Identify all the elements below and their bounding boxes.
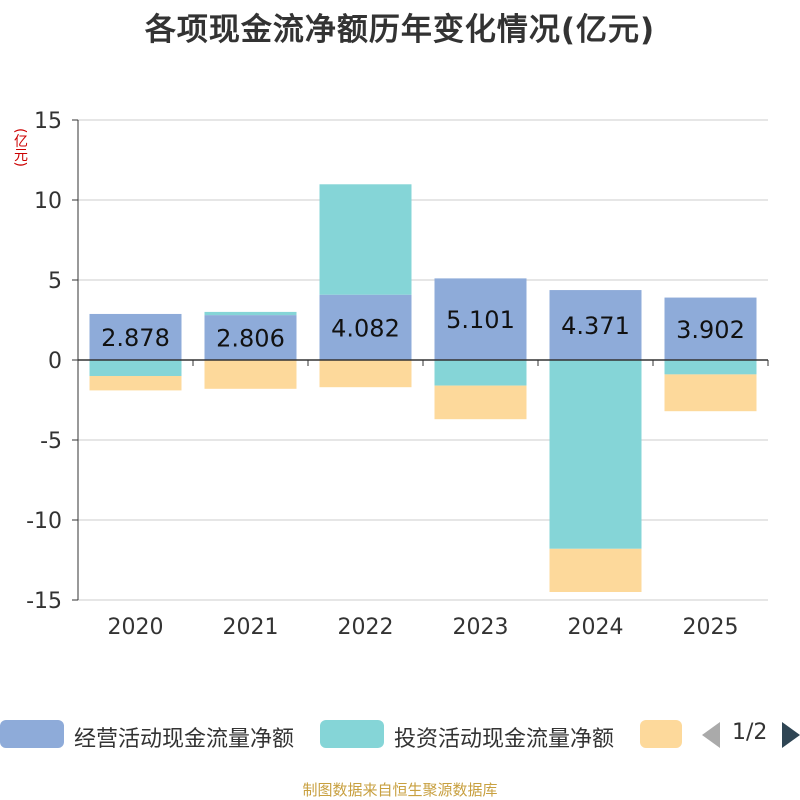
bar-financing-2020 (90, 376, 182, 390)
legend-prev-page-icon[interactable] (702, 722, 720, 748)
y-tick-label: -10 (26, 509, 62, 534)
data-label-operating-2024: 4.371 (561, 312, 630, 340)
y-tick-label: 10 (34, 189, 62, 214)
axes (72, 120, 768, 600)
bar-investing-2023 (435, 360, 527, 386)
data-label-operating-2021: 2.806 (216, 325, 285, 353)
legend-page-indicator: 1/2 (732, 720, 767, 745)
legend: 经营活动现金流量净额 投资活动现金流量净额 1/2 (0, 712, 800, 756)
data-label-operating-2023: 5.101 (446, 306, 515, 334)
bar-investing-2021 (205, 312, 297, 315)
legend-next-page-icon[interactable] (782, 722, 800, 748)
bar-financing-2024 (550, 549, 642, 592)
source-note: 制图数据来自恒生聚源数据库 (0, 779, 800, 800)
bar-financing-2021 (205, 360, 297, 389)
bar-investing-2020 (90, 360, 182, 376)
legend-swatch-financing (640, 720, 682, 748)
y-tick-label: -5 (40, 429, 62, 454)
bar-investing-2024 (550, 360, 642, 549)
x-tick-label: 2021 (223, 615, 279, 640)
legend-label-investing: 投资活动现金流量净额 (394, 721, 614, 753)
bar-investing-2022 (320, 184, 412, 294)
x-tick-label: 2022 (338, 615, 394, 640)
x-tick-label: 2025 (683, 615, 739, 640)
data-label-operating-2025: 3.902 (676, 316, 745, 344)
y-tick-label: 15 (34, 109, 62, 134)
bar-financing-2023 (435, 386, 527, 420)
x-tick-label: 2024 (568, 615, 624, 640)
bar-financing-2025 (665, 374, 757, 411)
chart-area: 15 10 5 0 -5 -10 -15 2.878 2020 2.806 2021 4.082 202… (0, 0, 800, 700)
bars (90, 184, 757, 592)
data-label-operating-2022: 4.082 (331, 314, 400, 342)
legend-swatch-investing (320, 720, 384, 748)
bar-financing-2022 (320, 360, 412, 387)
legend-swatch-operating (0, 720, 64, 748)
y-tick-label: 0 (48, 349, 62, 374)
x-tick-label: 2020 (108, 615, 164, 640)
y-tick-label: -15 (26, 589, 62, 614)
y-tick-label: 5 (48, 269, 62, 294)
x-tick-label: 2023 (453, 615, 509, 640)
legend-label-operating: 经营活动现金流量净额 (74, 721, 294, 753)
data-label-operating-2020: 2.878 (101, 324, 170, 352)
bar-investing-2025 (665, 360, 757, 374)
